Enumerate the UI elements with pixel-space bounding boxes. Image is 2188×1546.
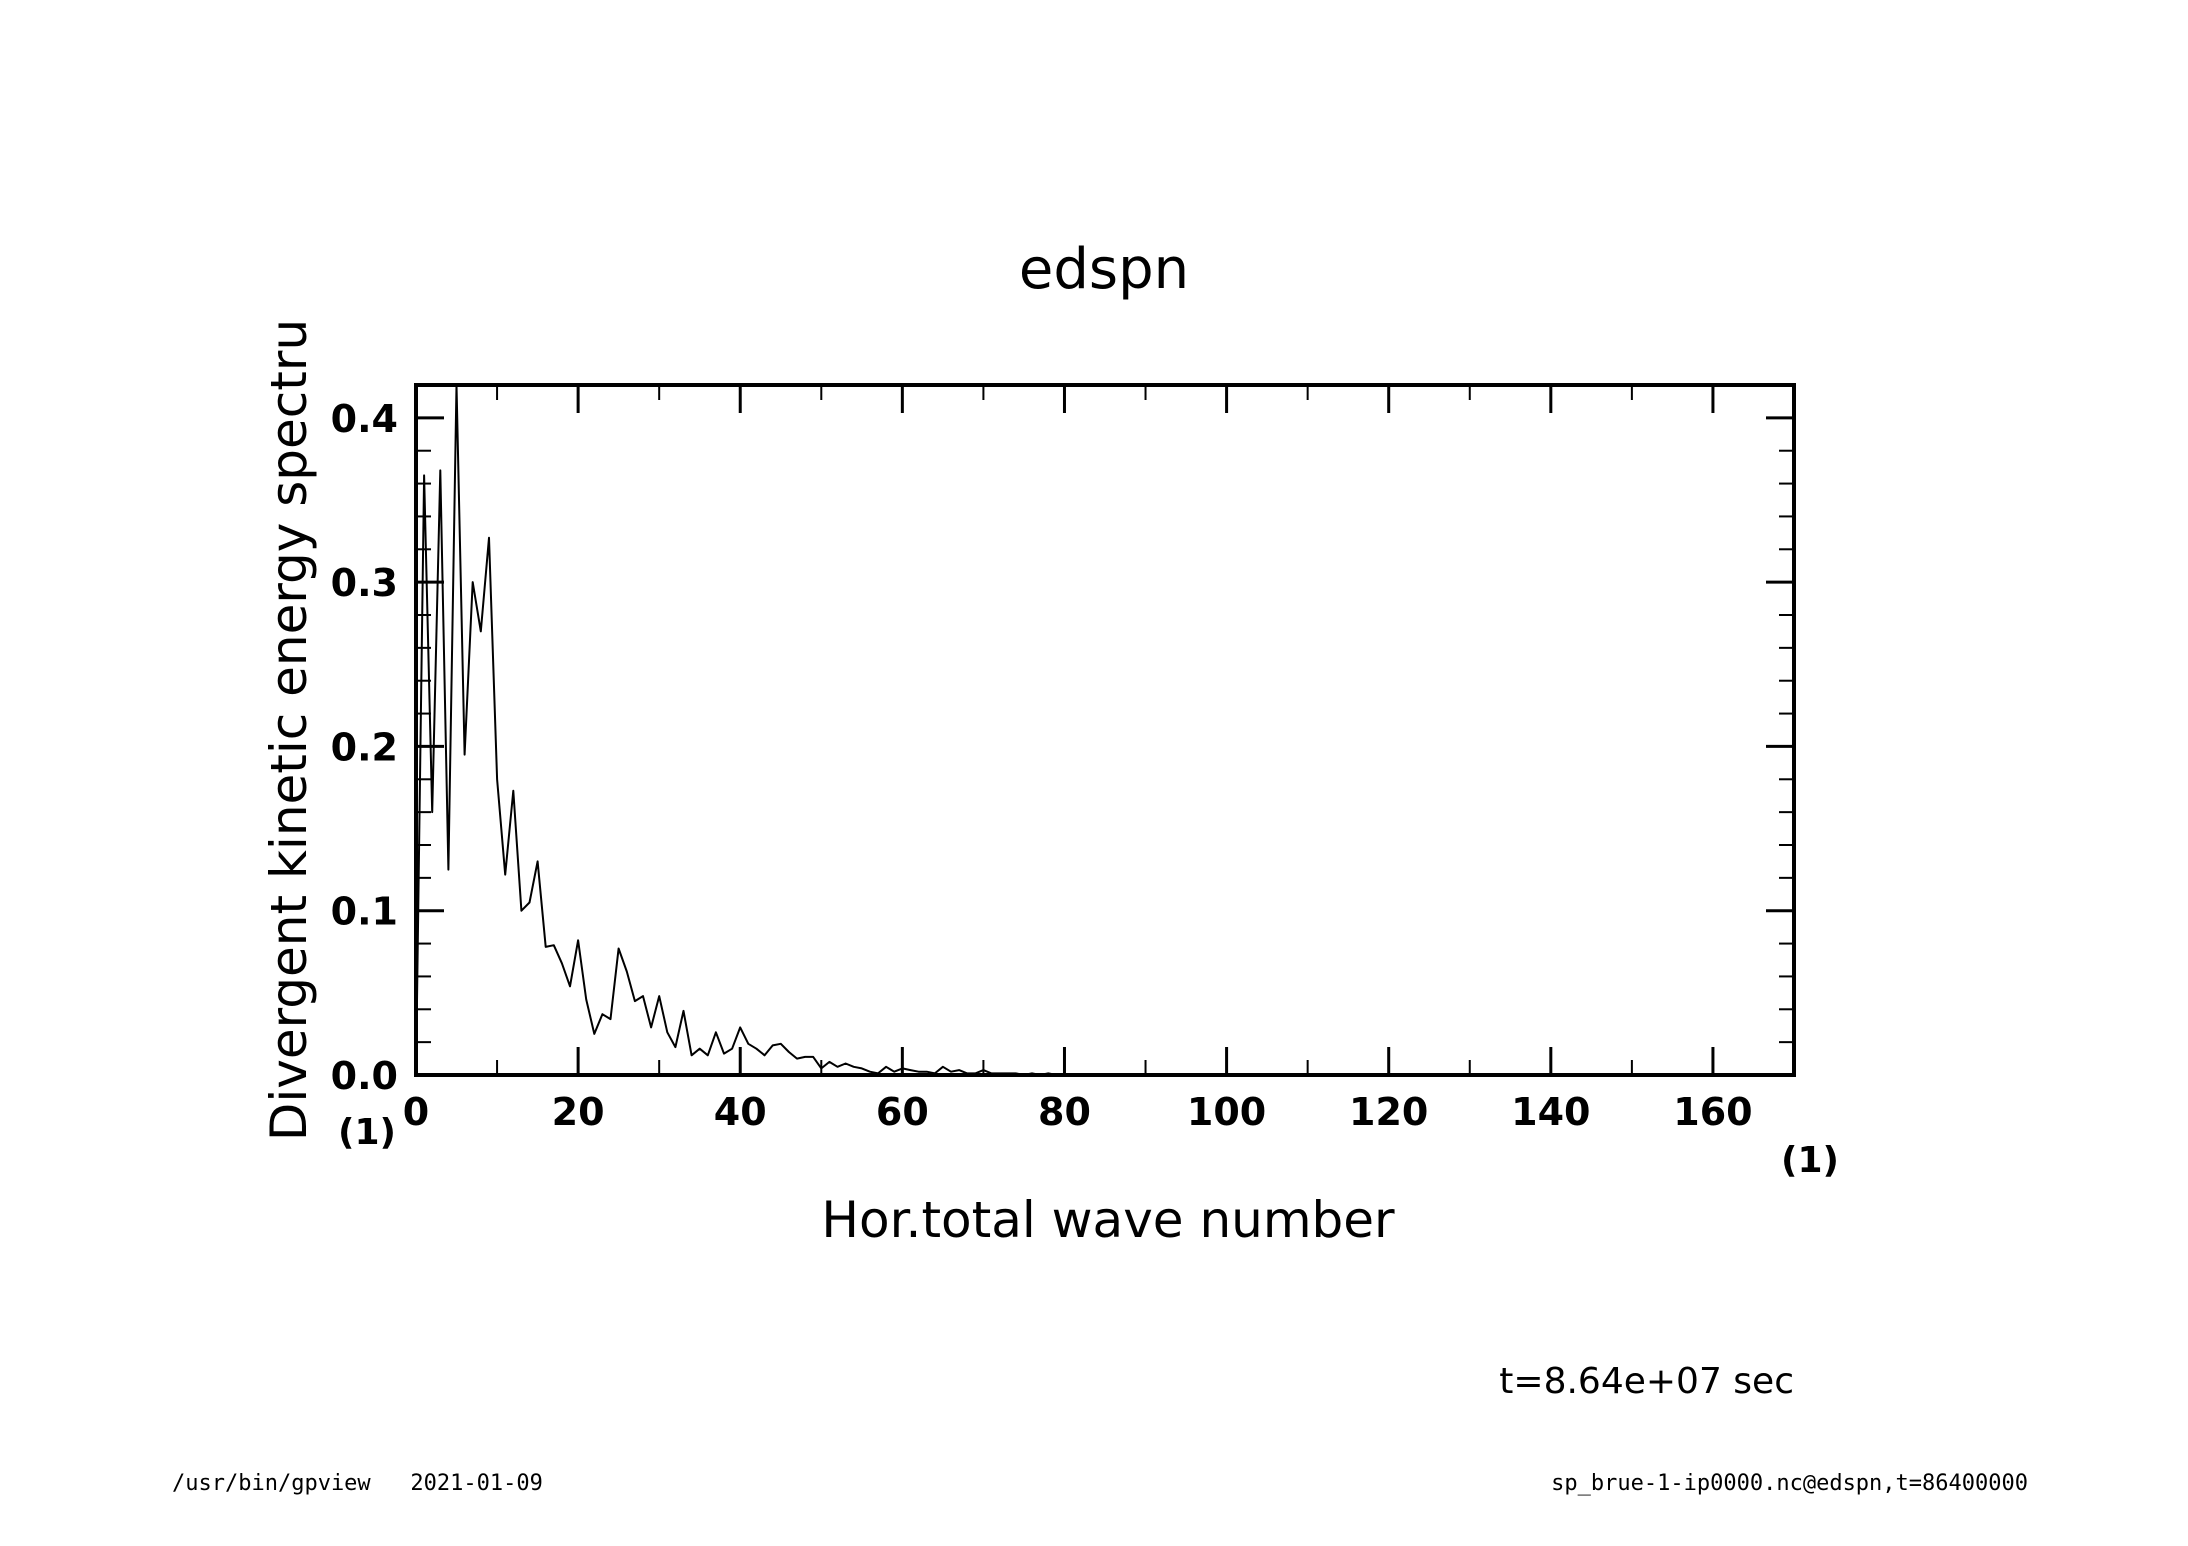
- y-tick-label: 0.1: [331, 890, 398, 934]
- axis-ticks: [414, 385, 1795, 1077]
- x-tick-label: 60: [876, 1090, 929, 1134]
- x-tick-label: 0: [403, 1090, 429, 1134]
- y-tick-label: 0.3: [331, 561, 398, 605]
- x-tick-label: 80: [1038, 1090, 1091, 1134]
- plot-frame: [414, 383, 1796, 1077]
- x-tick-label: 40: [714, 1090, 767, 1134]
- y-unit-label: (1): [338, 1112, 396, 1153]
- footer-right: sp_brue-1-ip0000.nc@edspn,t=86400000: [1551, 1471, 2028, 1496]
- y-axis-label: Divergent kinetic energy spectru: [260, 319, 318, 1141]
- x-tick-label: 20: [552, 1090, 605, 1134]
- tick-labels: 0 20 40 60 80 100 120 140 160 0.0 0.1 0.2 0.3 0.4: [331, 397, 1753, 1134]
- y-tick-label: 0.2: [331, 725, 398, 769]
- y-tick-label: 0.4: [331, 397, 398, 441]
- time-annotation: t=8.64e+07 sec: [1499, 1361, 1794, 1402]
- footer-left: /usr/bin/gpview 2021-01-09: [172, 1471, 543, 1496]
- y-tick-label: 0.0: [331, 1054, 398, 1098]
- x-unit-label: (1): [1781, 1140, 1839, 1181]
- x-tick-label: 140: [1511, 1090, 1590, 1134]
- series-line: [415, 384, 1065, 1076]
- x-axis-label: Hor.total wave number: [821, 1191, 1395, 1249]
- chart-title: edspn: [1019, 237, 1189, 302]
- x-tick-label: 120: [1349, 1090, 1428, 1134]
- x-tick-label: 100: [1187, 1090, 1266, 1134]
- x-tick-label: 160: [1673, 1090, 1752, 1134]
